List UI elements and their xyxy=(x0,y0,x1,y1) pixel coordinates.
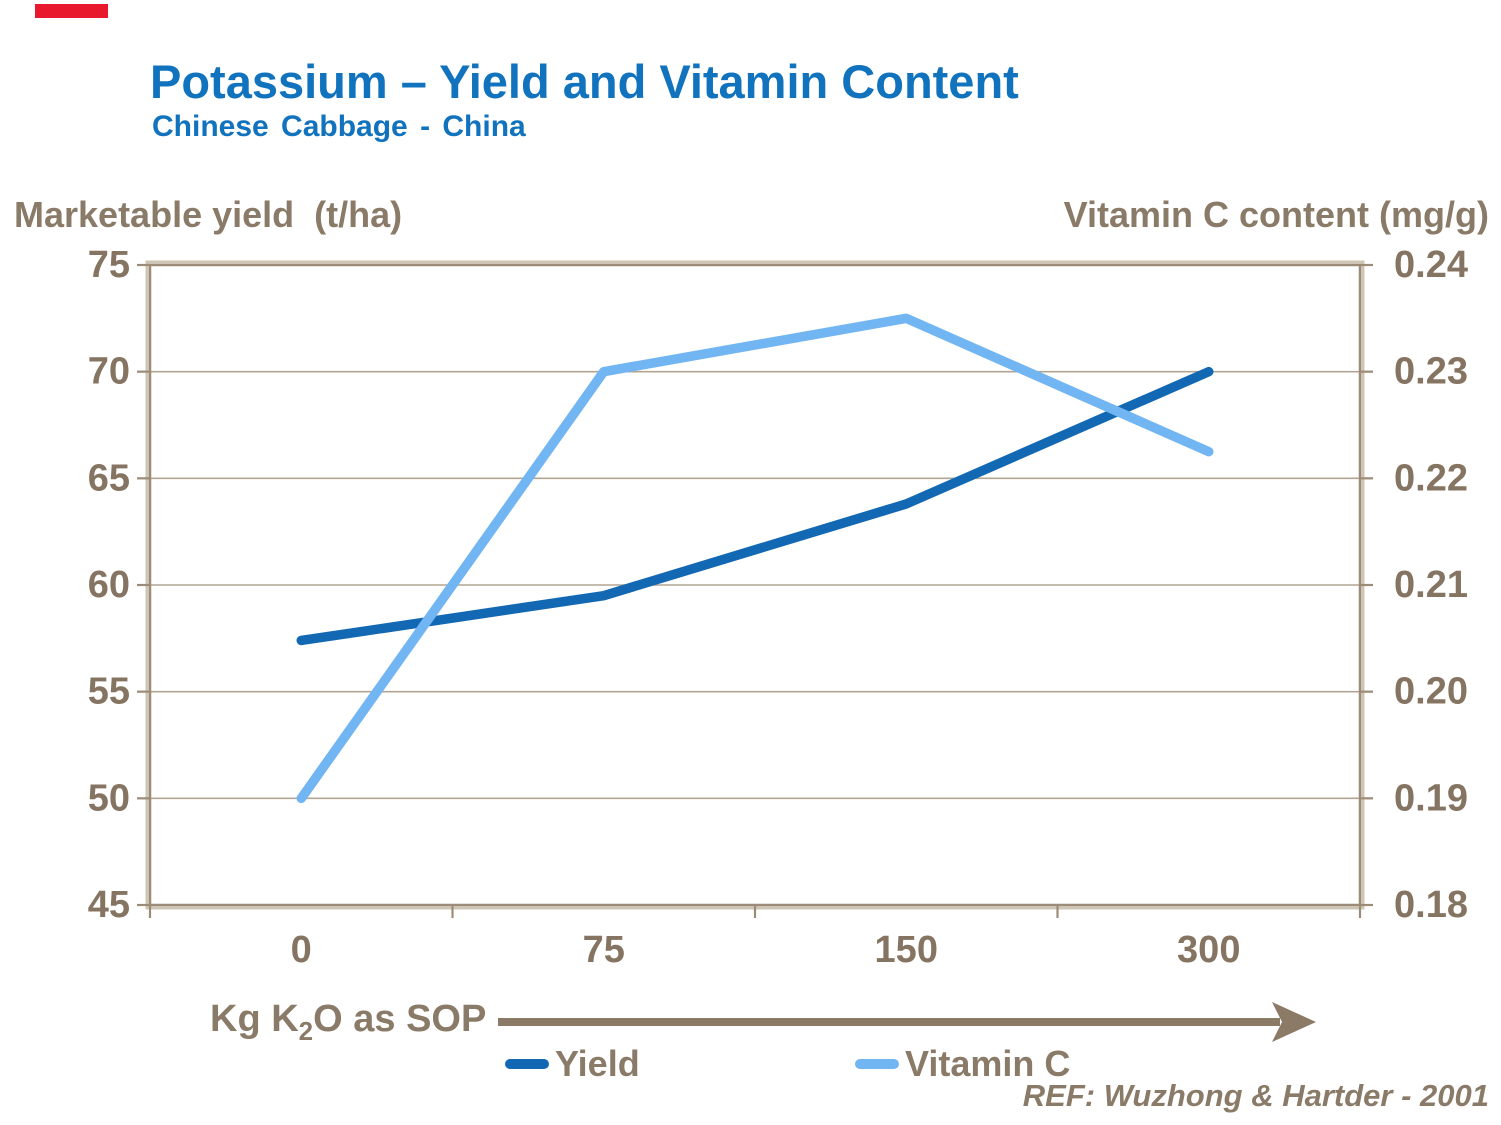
left-axis-tick-label: 55 xyxy=(88,671,130,713)
x-axis-arrow-head-icon xyxy=(1272,1002,1316,1042)
left-axis-tick-label: 75 xyxy=(88,244,130,286)
left-axis-tick-label: 45 xyxy=(88,884,130,926)
right-axis-tick-label: 0.21 xyxy=(1394,564,1468,606)
vitamin-c-line xyxy=(296,313,1214,804)
yield-legend-line-icon xyxy=(505,1059,549,1069)
left-axis-tick-label: 50 xyxy=(88,777,130,819)
page-title: Potassium – Yield and Vitamin Content xyxy=(150,55,1019,108)
left-axis-tick-label: 65 xyxy=(88,457,130,499)
page-subtitle: Chinese Cabbage - China xyxy=(152,110,526,143)
x-axis-category-label: 300 xyxy=(1177,929,1240,971)
x-axis-title-prefix: Kg K xyxy=(210,998,299,1040)
x-axis-category-label: 150 xyxy=(875,929,938,971)
right-axis-tick-label: 0.20 xyxy=(1394,671,1468,713)
x-axis-category-label: 0 xyxy=(291,929,312,971)
right-axis-tick-label: 0.22 xyxy=(1394,457,1468,499)
vitamin-c-legend-label: Vitamin C xyxy=(905,1043,1071,1084)
left-axis-tick-label: 60 xyxy=(88,564,130,606)
reference-text: REF: Wuzhong & Hartder - 2001 xyxy=(1022,1078,1489,1113)
vitamin-c-legend-line-icon xyxy=(855,1059,899,1069)
right-axis-tick-label: 0.19 xyxy=(1394,777,1468,819)
red-accent-bar xyxy=(35,4,108,18)
x-axis-title-suffix: O as SOP xyxy=(313,998,487,1040)
x-axis-title-subscript: 2 xyxy=(298,1016,314,1046)
right-axis-tick-label: 0.24 xyxy=(1394,244,1468,286)
x-axis-title: Kg K2O as SOP xyxy=(210,998,486,1047)
left-axis-tick-label: 70 xyxy=(88,351,130,393)
left-axis-title: Marketable yield (t/ha) xyxy=(14,194,403,235)
yield-line xyxy=(296,366,1214,646)
right-axis-title: Vitamin C content (mg/g) xyxy=(1063,194,1489,235)
legend-item-vitamin-c: Vitamin C xyxy=(855,1042,1070,1086)
right-axis-tick-label: 0.18 xyxy=(1394,884,1468,926)
legend-item-yield: Yield xyxy=(505,1042,640,1086)
x-axis-category-label: 75 xyxy=(583,929,625,971)
yield-legend-label: Yield xyxy=(555,1043,640,1084)
right-axis-tick-label: 0.23 xyxy=(1394,351,1468,393)
